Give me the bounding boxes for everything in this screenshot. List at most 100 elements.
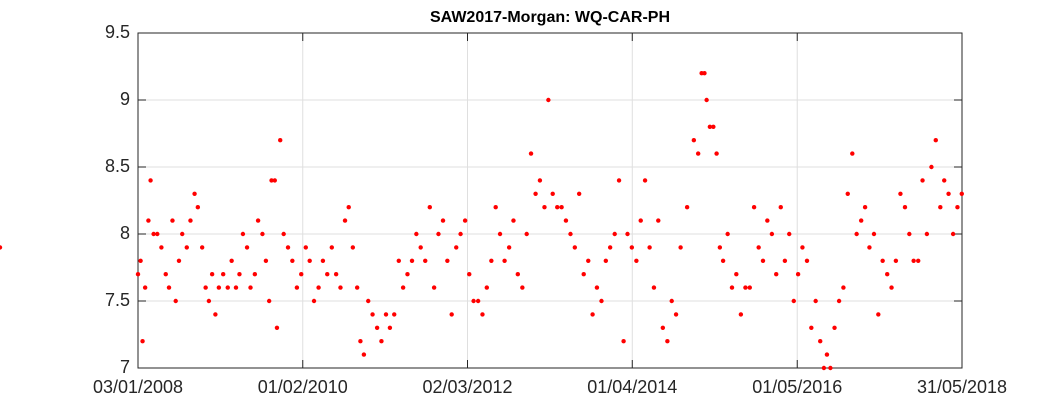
data-point xyxy=(629,245,635,250)
data-point xyxy=(800,245,805,250)
data-point xyxy=(546,97,551,103)
data-point xyxy=(184,245,189,250)
data-point xyxy=(893,258,899,263)
x-tick-label: 03/01/2008 xyxy=(93,377,183,397)
data-point xyxy=(524,231,529,237)
data-point xyxy=(841,285,846,290)
data-point xyxy=(358,339,363,344)
data-point xyxy=(929,164,934,170)
plot-frame xyxy=(137,32,963,369)
data-point xyxy=(449,312,454,317)
data-point xyxy=(924,231,930,237)
data-point xyxy=(858,218,864,223)
data-point xyxy=(192,191,197,196)
data-point xyxy=(370,312,375,317)
data-point xyxy=(938,205,943,210)
y-tick-label: 8 xyxy=(120,223,130,243)
data-point xyxy=(778,205,783,210)
data-point xyxy=(320,258,326,263)
data-point xyxy=(299,272,304,277)
data-point xyxy=(366,298,371,304)
data-point xyxy=(720,258,726,263)
data-point xyxy=(528,151,534,156)
data-point xyxy=(278,138,283,143)
data-point xyxy=(828,365,833,371)
y-tick-label: 8.5 xyxy=(105,156,130,176)
data-point xyxy=(244,245,250,250)
y-tick-label: 7 xyxy=(120,357,130,377)
data-point xyxy=(502,258,507,263)
data-point xyxy=(717,245,723,250)
data-point xyxy=(634,258,639,263)
data-point xyxy=(338,285,343,290)
data-point xyxy=(607,245,613,250)
data-point xyxy=(599,298,604,304)
data-point xyxy=(281,231,286,237)
data-point xyxy=(361,352,367,357)
data-point xyxy=(621,339,626,344)
data-point xyxy=(346,205,351,210)
chart-title: SAW2017-Morgan: WQ-CAR-PH xyxy=(430,9,670,26)
data-point xyxy=(751,205,757,210)
data-point xyxy=(542,205,547,210)
x-tick-label: 02/03/2012 xyxy=(422,377,512,397)
data-point xyxy=(497,231,503,237)
data-point xyxy=(704,97,709,103)
data-point xyxy=(563,218,569,223)
data-point xyxy=(220,272,226,277)
data-point xyxy=(660,325,666,330)
x-tick-label: 01/04/2014 xyxy=(587,377,677,397)
data-point xyxy=(876,312,881,317)
data-point xyxy=(311,298,317,304)
data-point xyxy=(163,272,168,277)
data-point xyxy=(902,205,908,210)
data-point xyxy=(959,191,964,196)
data-point xyxy=(647,245,652,250)
data-point xyxy=(180,231,185,237)
data-point xyxy=(572,245,578,250)
data-point xyxy=(871,231,877,237)
data-point xyxy=(427,205,432,210)
data-point xyxy=(188,218,193,223)
data-point xyxy=(787,231,792,237)
data-point xyxy=(285,245,291,250)
data-point xyxy=(854,231,859,237)
data-point xyxy=(729,285,735,290)
data-point xyxy=(586,258,591,263)
data-point xyxy=(555,205,560,210)
data-point xyxy=(140,339,145,344)
data-point xyxy=(176,258,182,263)
data-point xyxy=(795,272,801,277)
data-point xyxy=(379,339,384,344)
data-point xyxy=(642,178,648,183)
data-point xyxy=(791,298,796,304)
data-point xyxy=(255,218,261,223)
data-point xyxy=(170,218,175,223)
data-point xyxy=(229,258,234,263)
data-point xyxy=(638,218,643,223)
data-point xyxy=(333,272,339,277)
data-point xyxy=(263,258,269,263)
data-point xyxy=(396,258,401,263)
data-point xyxy=(880,258,885,263)
data-point xyxy=(374,325,380,330)
data-point xyxy=(821,365,827,371)
data-point xyxy=(405,272,410,277)
data-point xyxy=(431,285,437,290)
data-point xyxy=(559,205,564,210)
data-point xyxy=(454,245,459,250)
data-point xyxy=(520,285,525,290)
data-point xyxy=(350,245,356,250)
data-point xyxy=(836,298,842,304)
data-point xyxy=(213,312,218,317)
data-point xyxy=(669,298,674,304)
data-point xyxy=(272,178,277,183)
data-point xyxy=(515,272,521,277)
data-point xyxy=(907,231,912,237)
data-point xyxy=(707,124,713,129)
data-point xyxy=(885,272,890,277)
data-point xyxy=(440,218,446,223)
data-point xyxy=(209,272,215,277)
data-point xyxy=(714,151,719,156)
data-point xyxy=(747,285,752,290)
